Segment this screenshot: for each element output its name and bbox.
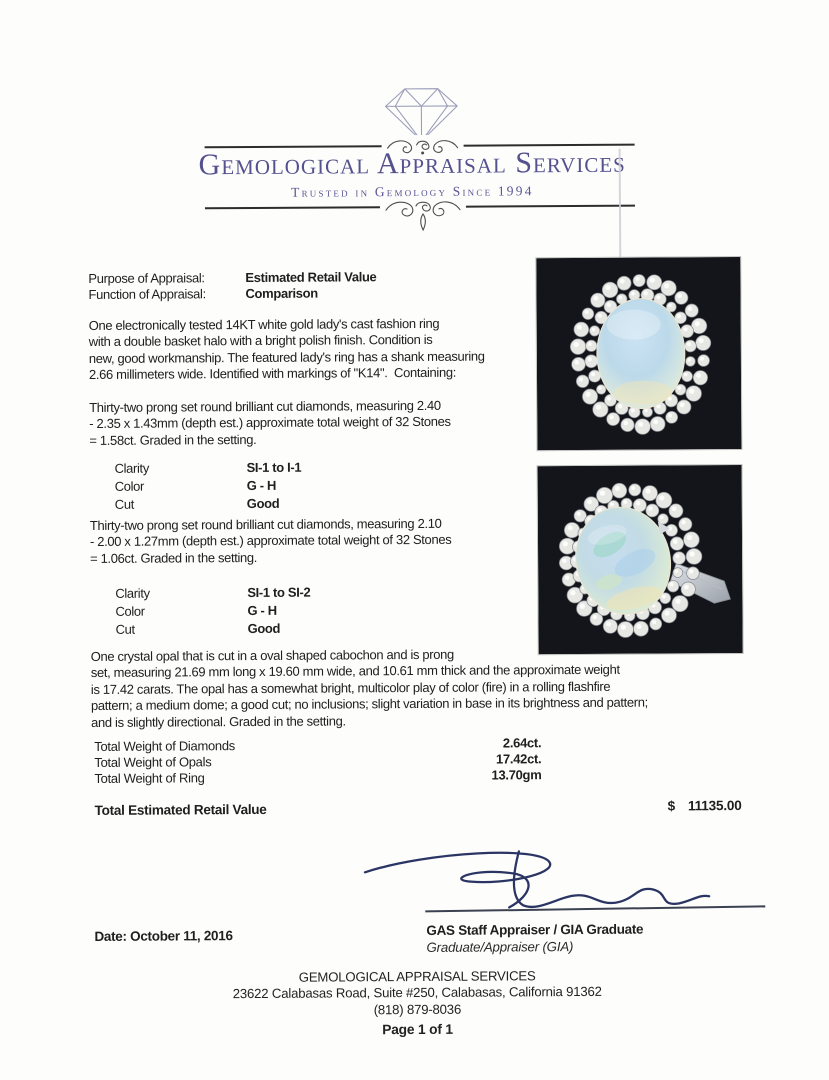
total-value: 13.70gm [491,766,542,783]
purpose-value: Estimated Retail Value [245,269,377,286]
grading-value: Good [247,620,281,637]
grading-value: Good [246,495,280,512]
grading-label: Color [115,603,145,619]
grading-value: SI-1 to SI-2 [247,584,311,601]
ring-photo-side-view [536,463,744,656]
page-number: Page 1 of 1 [382,1021,453,1038]
ring-description-paragraph: One electronically tested 14KT white gol… [88,315,485,383]
total-label: Total Weight of Ring [94,769,205,786]
function-label: Function of Appraisal: [88,286,206,303]
retail-value-amount: $ 11135.00 [668,798,742,813]
total-label: Total Weight of Diamonds [94,738,236,754]
total-label: Total Weight of Opals [94,754,212,770]
appraisal-purpose-block: Purpose of Appraisal: Estimated Retail V… [88,269,376,303]
totals-labels: Total Weight of Diamonds Total Weight of… [94,738,235,786]
appraiser-credential: Graduate/Appraiser (GIA) [426,939,574,955]
diamond-group-1-paragraph: Thirty-two prong set round brilliant cut… [89,397,451,448]
ring-photo-top-view [535,256,743,452]
diamond-group-2-paragraph: Thirty-two prong set round brilliant cut… [89,515,452,566]
brand-title-band: Gemological Appraisal Services [0,144,827,182]
diamond-group-2-grading-table: Clarity SI-1 to SI-2 Color G - H Cut Goo… [115,584,310,639]
total-value: 17.42ct. [495,751,542,767]
appraisal-date: Date: October 11, 2016 [94,928,233,944]
currency-symbol: $ [667,798,676,814]
grading-label: Cut [115,621,135,637]
handwritten-signature [363,850,711,909]
grading-value: G - H [246,477,277,494]
grading-label: Clarity [115,585,150,601]
opal-description-paragraph: One crystal opal that is cut in a oval s… [90,646,648,730]
retail-value-label: Total Estimated Retail Value [94,801,267,818]
grading-value: G - H [247,602,277,619]
brand-title: Gemological Appraisal Services [198,145,626,182]
diamond-group-1-grading-table: Clarity SI-1 to I-1 Color G - H Cut Good [115,459,302,514]
grading-label: Color [114,478,145,494]
grading-label: Clarity [114,460,149,476]
flourish-ornament-bottom [379,196,467,234]
purpose-label: Purpose of Appraisal: [88,270,205,286]
footer-block: GEMOLOGICAL APPRAISAL SERVICES 23622 Cal… [3,966,829,1020]
function-value: Comparison [245,285,318,302]
grading-label: Cut [114,496,135,512]
grading-value: SI-1 to I-1 [246,459,302,476]
appraiser-title: GAS Staff Appraiser / GIA Graduate [426,921,644,938]
total-value: 2.64ct. [502,735,542,751]
totals-values: 2.64ct. 17.42ct. 13.70gm [429,735,541,783]
flourish-ornament-top [381,134,464,160]
amount: 11135.00 [687,798,742,814]
